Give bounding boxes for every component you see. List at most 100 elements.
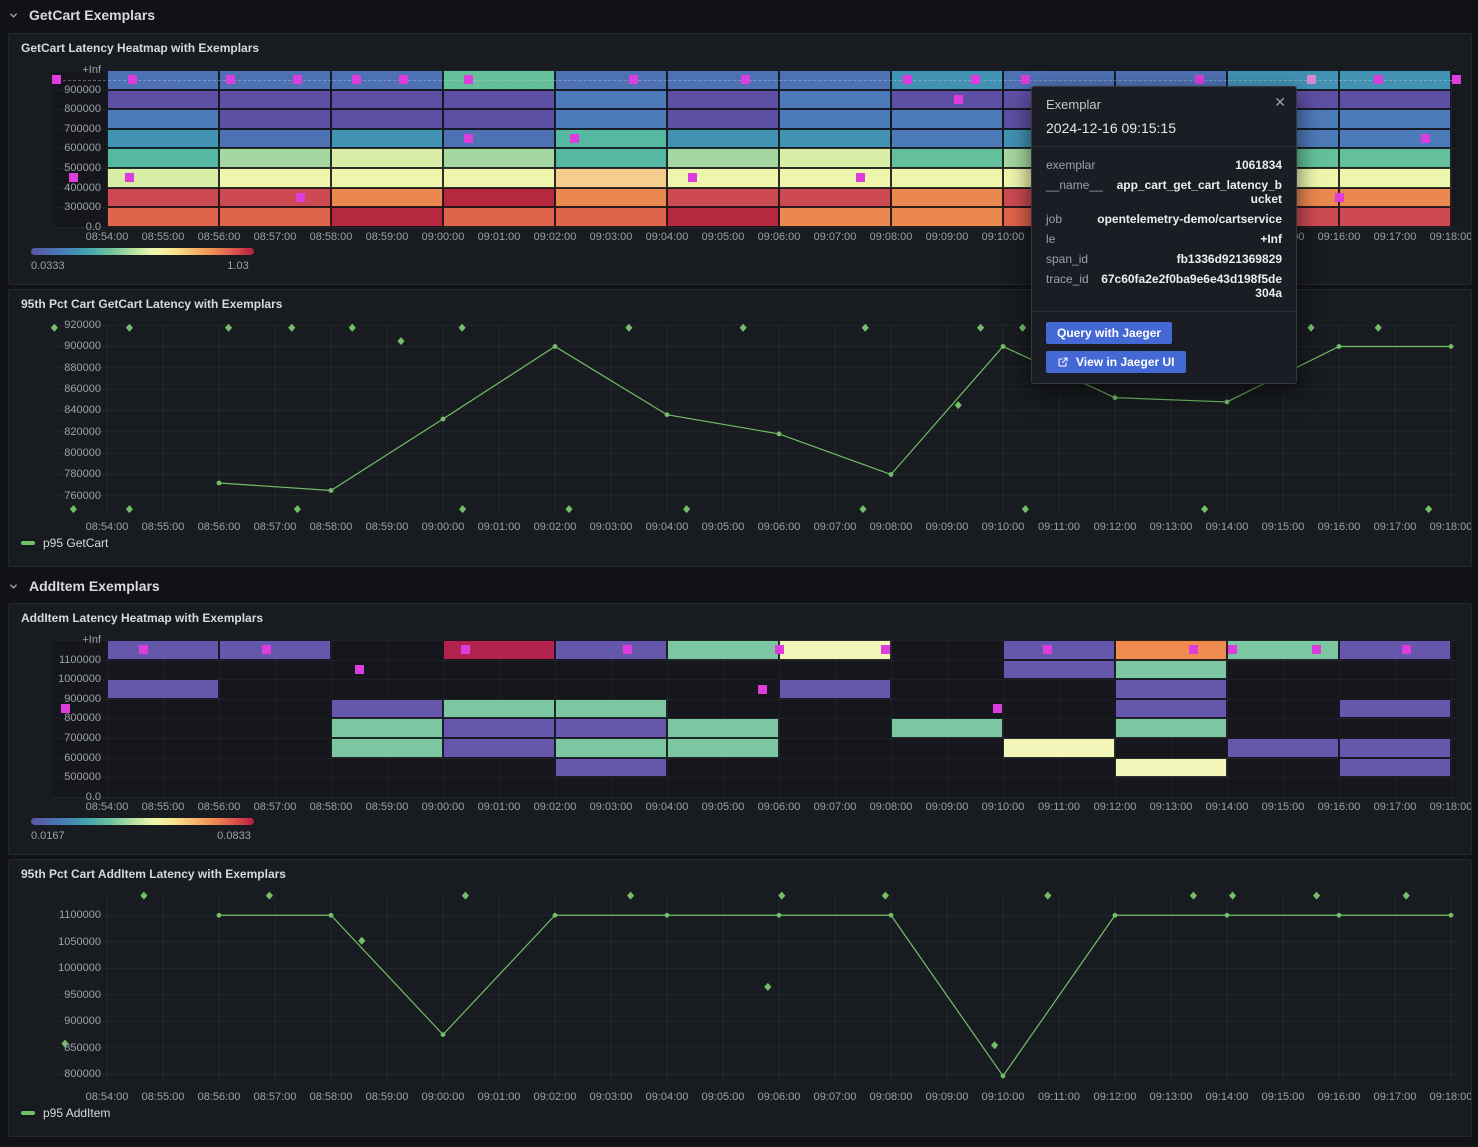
exemplar-diamond[interactable] <box>461 891 469 900</box>
exemplar-marker[interactable] <box>1306 75 1316 85</box>
exemplar-diamond[interactable] <box>861 323 869 332</box>
heatmap-cell[interactable] <box>1339 168 1451 188</box>
heatmap-cell[interactable] <box>1227 738 1339 758</box>
exemplar-marker[interactable] <box>52 75 62 85</box>
heatmap-cell[interactable] <box>107 128 219 149</box>
heatmap-cell[interactable] <box>1339 89 1451 110</box>
exemplar-diamond[interactable] <box>125 323 133 332</box>
exemplar-marker[interactable] <box>623 645 633 655</box>
exemplar-diamond[interactable] <box>293 505 301 514</box>
data-point[interactable] <box>440 1032 446 1038</box>
exemplar-marker[interactable] <box>855 173 865 183</box>
heatmap-cell[interactable] <box>331 207 443 227</box>
heatmap-cell[interactable] <box>555 738 667 758</box>
exemplar-diamond[interactable] <box>348 323 356 332</box>
heatmap-cell[interactable] <box>1339 757 1451 778</box>
data-point[interactable] <box>328 912 334 918</box>
exemplar-marker[interactable] <box>1452 75 1462 85</box>
exemplar-marker[interactable] <box>1043 645 1053 655</box>
exemplar-diamond[interactable] <box>61 1039 69 1048</box>
exemplar-marker[interactable] <box>757 684 767 694</box>
legend-item-p95-additem[interactable]: p95 AddItem <box>21 1106 110 1120</box>
heatmap-cell[interactable] <box>107 207 219 227</box>
heatmap-cell[interactable] <box>219 89 331 110</box>
heatmap-cell[interactable] <box>443 148 555 168</box>
exemplar-marker[interactable] <box>354 664 364 674</box>
exemplar-marker[interactable] <box>68 173 78 183</box>
data-point[interactable] <box>664 912 670 918</box>
exemplar-diamond[interactable] <box>991 1041 999 1050</box>
exemplar-diamond[interactable] <box>1019 323 1027 332</box>
heatmap-cell[interactable] <box>891 89 1003 110</box>
panel-title[interactable]: AddItem Latency Heatmap with Exemplars <box>21 611 264 625</box>
data-point[interactable] <box>1448 344 1454 349</box>
heatmap-cell[interactable] <box>667 89 779 110</box>
data-point[interactable] <box>216 480 222 486</box>
heatmap-cell[interactable] <box>219 148 331 168</box>
heatmap-cell[interactable] <box>667 718 779 738</box>
heatmap-cell[interactable] <box>331 70 443 90</box>
exemplar-diamond[interactable] <box>265 891 273 900</box>
heatmap-cell[interactable] <box>1115 757 1227 778</box>
heatmap-cell[interactable] <box>219 70 331 90</box>
exemplar-marker[interactable] <box>399 75 409 85</box>
exemplar-marker[interactable] <box>463 75 473 85</box>
exemplar-diamond[interactable] <box>1374 323 1382 332</box>
heatmap-cell[interactable] <box>1339 698 1451 719</box>
exemplar-marker[interactable] <box>992 704 1002 714</box>
heatmap-cell[interactable] <box>107 70 219 90</box>
heatmap-cell[interactable] <box>779 128 891 149</box>
exemplar-diamond[interactable] <box>1021 505 1029 514</box>
exemplar-marker[interactable] <box>60 704 70 714</box>
heatmap-cell[interactable] <box>1115 659 1227 680</box>
heatmap-cell[interactable] <box>331 738 443 758</box>
exemplar-diamond[interactable] <box>627 891 635 900</box>
heatmap-cell[interactable] <box>107 679 219 699</box>
exemplar-diamond[interactable] <box>954 401 962 410</box>
data-point[interactable] <box>1448 912 1454 918</box>
heatmap-cell[interactable] <box>443 718 555 738</box>
legend-item-p95-getcart[interactable]: p95 GetCart <box>21 536 108 550</box>
heatmap-cell[interactable] <box>891 70 1003 90</box>
exemplar-diamond[interactable] <box>859 505 867 514</box>
data-point[interactable] <box>888 912 894 918</box>
heatmap-cell[interactable] <box>443 89 555 110</box>
exemplar-marker[interactable] <box>1334 192 1344 202</box>
exemplar-diamond[interactable] <box>69 505 77 514</box>
exemplar-diamond[interactable] <box>778 891 786 900</box>
heatmap-cell[interactable] <box>107 89 219 110</box>
data-point[interactable] <box>1224 399 1230 405</box>
heatmap-cell[interactable] <box>443 640 555 660</box>
heatmap-cell[interactable] <box>555 109 667 129</box>
exemplar-marker[interactable] <box>970 75 980 85</box>
heatmap-cell[interactable] <box>1339 187 1451 208</box>
heatmap-cell[interactable] <box>667 109 779 129</box>
heatmap-cell[interactable] <box>443 70 555 90</box>
data-point[interactable] <box>552 912 558 918</box>
exemplar-marker[interactable] <box>351 75 361 85</box>
heatmap-cell[interactable] <box>107 640 219 660</box>
heatmap-cell[interactable] <box>331 148 443 168</box>
exemplar-diamond[interactable] <box>764 982 772 991</box>
heatmap-cell[interactable] <box>331 718 443 738</box>
exemplar-marker[interactable] <box>124 173 134 183</box>
heatmap-cell[interactable] <box>219 168 331 188</box>
heatmap-cell[interactable] <box>555 757 667 778</box>
exemplar-diamond[interactable] <box>683 505 691 514</box>
exemplar-marker[interactable] <box>138 645 148 655</box>
section-header-getcart[interactable]: GetCart Exemplars <box>8 0 155 30</box>
close-icon[interactable]: ✕ <box>1274 94 1286 110</box>
heatmap-cell[interactable] <box>443 207 555 227</box>
heatmap-cell[interactable] <box>667 187 779 208</box>
exemplar-diamond[interactable] <box>125 505 133 514</box>
data-point[interactable] <box>776 912 782 918</box>
exemplar-marker[interactable] <box>880 645 890 655</box>
data-point[interactable] <box>664 412 670 418</box>
heatmap-cell[interactable] <box>219 187 331 208</box>
heatmap-cell[interactable] <box>331 109 443 129</box>
heatmap-cell[interactable] <box>779 148 891 168</box>
exemplar-marker[interactable] <box>1188 645 1198 655</box>
heatmap-cell[interactable] <box>331 187 443 208</box>
exemplar-marker[interactable] <box>774 645 784 655</box>
exemplar-diamond[interactable] <box>1307 323 1315 332</box>
